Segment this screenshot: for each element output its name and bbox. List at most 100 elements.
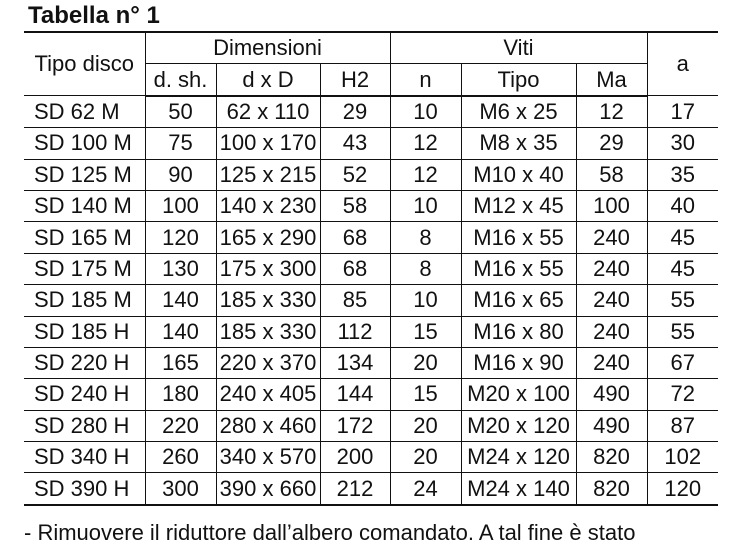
cell-d-sh: 220 [144, 409, 217, 443]
cell-a: 35 [646, 158, 718, 191]
cell-tipo-disco: SD 62 M [24, 95, 146, 129]
cell-d-x-D: 100 x 170 [215, 127, 321, 160]
cell-n: 12 [389, 158, 462, 191]
table-row: SD 175 M 130 175 x 300 68 8 M16 x 55 240 45 [24, 252, 718, 286]
table-row: SD 100 M 75 100 x 170 43 12 M8 x 35 29 30 [24, 127, 718, 160]
header-n: n [389, 63, 462, 97]
cell-h2: 172 [319, 409, 391, 443]
table-header: Tipo disco Dimensioni Viti a d. sh. d x … [24, 33, 718, 97]
table-row: SD 220 H 165 220 x 370 134 20 M16 x 90 240 67 [24, 346, 718, 380]
cell-tipo-vite: M16 x 65 [460, 284, 577, 317]
cell-n: 15 [389, 315, 462, 348]
cell-a: 40 [646, 189, 718, 223]
cell-h2: 68 [319, 221, 391, 254]
cell-tipo-vite: M12 x 45 [460, 189, 577, 223]
instruction-text: - Rimuovere il riduttore dall’albero com… [24, 520, 636, 545]
cell-tipo-disco: SD 340 H [24, 441, 146, 474]
cell-n: 10 [389, 95, 462, 129]
cell-h2: 52 [319, 158, 391, 191]
cell-ma: 240 [575, 315, 648, 348]
cell-d-sh: 165 [144, 346, 217, 380]
header-tipo-disco: Tipo disco [24, 33, 146, 97]
header-d-x-D: d x D [215, 63, 321, 97]
cell-tipo-vite: M8 x 35 [460, 127, 577, 160]
header-a: a [646, 33, 718, 97]
cell-d-sh: 260 [144, 441, 217, 474]
cell-tipo-disco: SD 390 H [24, 472, 146, 506]
table-row: SD 62 M 50 62 x 110 29 10 M6 x 25 12 17 [24, 95, 718, 129]
header-row-sub: d. sh. d x D H2 n Tipo Ma [24, 63, 718, 97]
header-tipo: Tipo [460, 63, 577, 97]
cell-tipo-vite: M10 x 40 [460, 158, 577, 191]
cell-h2: 43 [319, 127, 391, 160]
cell-ma: 100 [575, 189, 648, 223]
cell-d-sh: 120 [144, 221, 217, 254]
cell-tipo-vite: M16 x 90 [460, 346, 577, 380]
cell-tipo-vite: M24 x 140 [460, 472, 577, 506]
cell-ma: 490 [575, 378, 648, 411]
cell-d-sh: 75 [144, 127, 217, 160]
cell-ma: 240 [575, 221, 648, 254]
cell-tipo-disco: SD 100 M [24, 127, 146, 160]
cell-d-sh: 100 [144, 189, 217, 223]
cell-a: 30 [646, 127, 718, 160]
cell-tipo-vite: M16 x 80 [460, 315, 577, 348]
header-h2: H2 [319, 63, 391, 97]
cell-n: 20 [389, 346, 462, 380]
cell-d-x-D: 165 x 290 [215, 221, 321, 254]
header-dimensioni: Dimensioni [144, 33, 391, 65]
cell-tipo-disco: SD 280 H [24, 409, 146, 443]
specs-table: Tipo disco Dimensioni Viti a d. sh. d x … [24, 33, 718, 506]
cell-tipo-disco: SD 220 H [24, 346, 146, 380]
table-row: SD 390 H 300 390 x 660 212 24 M24 x 140 820 120 [24, 472, 718, 506]
table-row: SD 125 M 90 125 x 215 52 12 M10 x 40 58 35 [24, 158, 718, 191]
cell-h2: 212 [319, 472, 391, 506]
cell-h2: 58 [319, 189, 391, 223]
cell-a: 102 [646, 441, 718, 474]
cell-tipo-vite: M16 x 55 [460, 252, 577, 286]
cell-n: 10 [389, 189, 462, 223]
cell-tipo-disco: SD 125 M [24, 158, 146, 191]
table-row: SD 165 M 120 165 x 290 68 8 M16 x 55 240 45 [24, 221, 718, 254]
cell-n: 24 [389, 472, 462, 506]
cell-ma: 29 [575, 127, 648, 160]
cell-d-sh: 300 [144, 472, 217, 506]
table-row: SD 340 H 260 340 x 570 200 20 M24 x 120 820 102 [24, 441, 718, 474]
cell-ma: 820 [575, 472, 648, 506]
cell-d-sh: 50 [144, 95, 217, 129]
cell-h2: 29 [319, 95, 391, 129]
cell-n: 8 [389, 252, 462, 286]
cell-ma: 240 [575, 252, 648, 286]
cell-a: 55 [646, 284, 718, 317]
cell-d-sh: 140 [144, 315, 217, 348]
header-ma: Ma [575, 63, 647, 97]
table-title: Tabella n° 1 [28, 2, 160, 29]
cell-a: 17 [646, 95, 718, 129]
cell-a: 45 [646, 221, 718, 254]
cell-d-sh: 180 [144, 378, 217, 411]
cell-n: 15 [389, 378, 462, 411]
cell-tipo-vite: M20 x 120 [460, 409, 577, 443]
cell-h2: 68 [319, 252, 391, 286]
cell-ma: 240 [575, 284, 648, 317]
table-body: SD 62 M 50 62 x 110 29 10 M6 x 25 12 17 SD 100 M… [24, 95, 718, 506]
cell-tipo-vite: M20 x 100 [460, 378, 577, 411]
cell-h2: 200 [319, 441, 391, 474]
cell-n: 20 [389, 441, 462, 474]
table-row: SD 280 H 220 280 x 460 172 20 M20 x 120 490 87 [24, 409, 718, 443]
cell-d-x-D: 62 x 110 [215, 95, 321, 129]
cell-n: 20 [389, 409, 462, 443]
cell-d-x-D: 125 x 215 [215, 158, 321, 191]
cell-h2: 144 [319, 378, 391, 411]
cell-d-sh: 130 [144, 252, 217, 286]
cell-n: 8 [389, 221, 462, 254]
header-viti: Viti [389, 33, 648, 65]
cell-n: 10 [389, 284, 462, 317]
cell-a: 87 [646, 409, 718, 443]
cell-tipo-vite: M16 x 55 [460, 221, 577, 254]
header-row-group: Tipo disco Dimensioni Viti a [24, 33, 718, 97]
cell-tipo-disco: SD 185 H [24, 315, 146, 348]
cell-tipo-disco: SD 185 M [24, 284, 146, 317]
cell-d-x-D: 220 x 370 [215, 346, 321, 380]
cell-d-x-D: 340 x 570 [215, 441, 321, 474]
